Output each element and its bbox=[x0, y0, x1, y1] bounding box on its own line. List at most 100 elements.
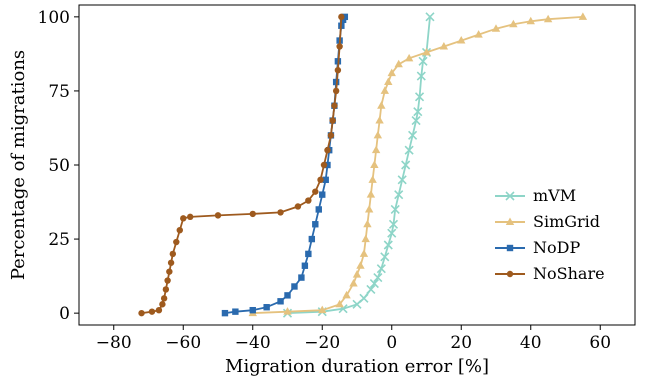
data-point bbox=[291, 283, 298, 290]
data-point bbox=[371, 145, 381, 154]
x-tick-label: −80 bbox=[96, 333, 132, 353]
data-point bbox=[390, 204, 400, 215]
data-point bbox=[315, 206, 322, 213]
legend-marker bbox=[505, 191, 515, 201]
data-point bbox=[294, 203, 302, 210]
data-point bbox=[526, 16, 535, 25]
y-tick-label: 100 bbox=[38, 8, 70, 28]
data-point bbox=[159, 301, 166, 308]
data-point bbox=[162, 286, 170, 293]
data-point bbox=[439, 41, 449, 50]
data-point bbox=[249, 210, 256, 218]
data-point bbox=[425, 12, 435, 22]
data-point bbox=[411, 115, 421, 126]
data-point bbox=[356, 261, 365, 269]
data-point bbox=[364, 204, 374, 213]
data-point bbox=[327, 132, 335, 139]
data-point bbox=[324, 161, 331, 169]
data-point bbox=[341, 13, 349, 21]
legend-marker bbox=[506, 244, 514, 252]
data-point bbox=[298, 274, 305, 281]
data-point bbox=[324, 146, 331, 154]
data-point bbox=[221, 309, 229, 317]
data-point bbox=[148, 308, 156, 315]
data-point bbox=[413, 107, 423, 117]
series-nodp bbox=[221, 13, 349, 317]
data-point bbox=[173, 238, 180, 246]
data-point bbox=[335, 299, 344, 308]
data-point bbox=[359, 249, 369, 257]
data-point bbox=[214, 212, 222, 219]
legend-label: SimGrid bbox=[533, 212, 600, 231]
series-noshare bbox=[138, 13, 345, 317]
data-point bbox=[160, 295, 168, 302]
legend-marker bbox=[506, 270, 514, 278]
data-point bbox=[305, 250, 312, 258]
data-point bbox=[418, 56, 428, 66]
data-point bbox=[349, 279, 358, 287]
data-point bbox=[404, 53, 414, 62]
data-point bbox=[277, 298, 284, 305]
data-point bbox=[166, 268, 173, 275]
legend-label: NoDP bbox=[533, 238, 580, 257]
data-point bbox=[318, 305, 327, 314]
data-point bbox=[312, 188, 319, 195]
data-point bbox=[375, 116, 384, 124]
data-point bbox=[366, 284, 376, 295]
data-point bbox=[457, 36, 466, 44]
data-point bbox=[284, 292, 291, 299]
data-point bbox=[361, 234, 370, 243]
data-point bbox=[312, 221, 319, 228]
data-point bbox=[380, 86, 389, 94]
data-point bbox=[404, 145, 414, 155]
data-point bbox=[336, 43, 343, 50]
data-point bbox=[277, 209, 284, 216]
data-point bbox=[332, 87, 340, 95]
data-point bbox=[338, 13, 345, 21]
data-point bbox=[369, 278, 379, 289]
x-tick-label: 40 bbox=[520, 333, 542, 353]
data-point bbox=[263, 304, 270, 311]
data-point bbox=[388, 219, 399, 229]
data-point bbox=[384, 77, 393, 86]
data-point bbox=[509, 19, 518, 28]
legend-label: mVM bbox=[533, 186, 576, 205]
data-point bbox=[301, 262, 309, 269]
data-point bbox=[320, 161, 328, 169]
x-tick-label: −60 bbox=[165, 333, 201, 353]
legend-item-nodp: NoDP bbox=[495, 238, 580, 257]
x-tick-label: 20 bbox=[450, 333, 472, 353]
legend-item-mvm: mVM bbox=[495, 186, 576, 205]
series-line bbox=[141, 16, 343, 314]
data-point bbox=[232, 308, 239, 315]
legend-item-noshare: NoShare bbox=[495, 264, 605, 283]
data-point bbox=[164, 277, 171, 284]
data-point bbox=[380, 252, 390, 262]
data-point bbox=[322, 176, 329, 184]
data-point bbox=[422, 47, 431, 56]
data-point bbox=[401, 160, 411, 170]
series-layer bbox=[138, 12, 588, 318]
series-simgrid bbox=[248, 12, 588, 317]
data-point bbox=[283, 307, 292, 315]
data-point bbox=[387, 228, 397, 238]
data-point bbox=[376, 264, 386, 274]
data-point bbox=[180, 215, 187, 222]
data-point bbox=[187, 213, 194, 221]
data-point bbox=[176, 226, 183, 234]
data-point bbox=[319, 191, 326, 198]
data-point bbox=[249, 306, 256, 314]
data-point bbox=[138, 309, 145, 317]
data-point bbox=[414, 92, 425, 102]
x-tick-label: 0 bbox=[386, 333, 397, 353]
data-point bbox=[373, 130, 383, 139]
data-point bbox=[334, 66, 342, 74]
y-tick-label: 25 bbox=[48, 230, 70, 250]
legend-item-simgrid: SimGrid bbox=[495, 212, 600, 231]
x-tick-label: 60 bbox=[589, 333, 611, 353]
y-tick-label: 50 bbox=[48, 156, 70, 176]
legend-marker bbox=[505, 217, 515, 225]
data-point bbox=[373, 273, 383, 283]
data-point bbox=[394, 190, 404, 200]
